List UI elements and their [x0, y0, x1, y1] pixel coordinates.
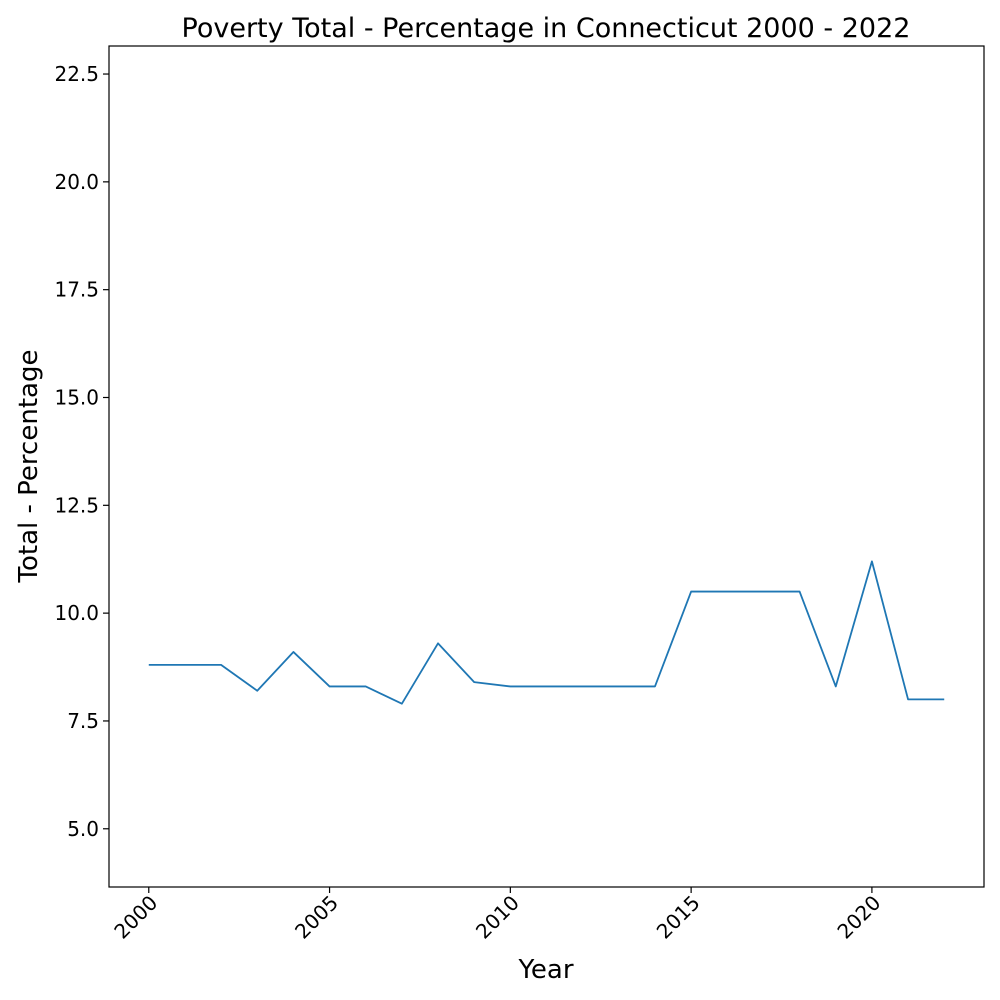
plot-area: 5.07.510.012.515.017.520.022.5 2000 2005 2… [54, 45, 985, 944]
y-axis-label: Total - Percentage [14, 350, 44, 584]
y-tick-label: 17.5 [54, 278, 99, 302]
y-tick-label: 5.0 [67, 817, 99, 841]
series-layer [148, 560, 945, 705]
y-tick-label: 7.5 [67, 709, 99, 733]
x-tick-label: 2015 [652, 891, 705, 944]
y-tick-label: 10.0 [54, 601, 99, 625]
x-axis: 2000 2005 2010 2015 2020 [109, 887, 885, 944]
x-tick-label: 2005 [290, 891, 343, 944]
chart-title: Poverty Total - Percentage in Connecticu… [182, 13, 911, 44]
y-tick-label: 20.0 [54, 170, 99, 194]
y-tick-label: 12.5 [54, 493, 99, 517]
y-tick-label: 15.0 [54, 385, 99, 409]
y-tick-label: 22.5 [54, 62, 99, 86]
plot-frame [108, 45, 985, 888]
series-line [148, 560, 945, 705]
y-axis: 5.0 7.5 10.0 12.5 15.0 17.5 20.0 22.5 [54, 62, 109, 841]
x-axis-label: Year [517, 955, 573, 985]
x-tick-label: 2010 [471, 891, 524, 944]
x-tick-label: 2020 [832, 891, 885, 944]
x-tick-label: 2000 [109, 891, 162, 944]
